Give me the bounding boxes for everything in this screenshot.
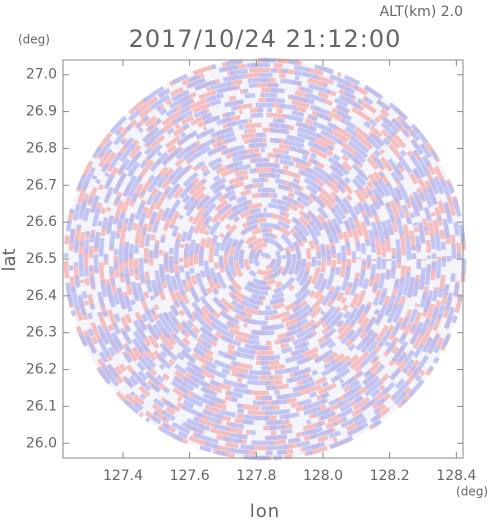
radar-ring [128,122,402,396]
y-tick-label: 26.4 [26,288,57,304]
x-tick-label: 128.2 [370,468,410,484]
radar-ring [228,222,302,296]
radar-ring [93,87,437,431]
radar-ring [93,87,437,431]
radar-ring [123,117,407,401]
radar-ring [198,192,332,326]
radar-ring [168,162,362,356]
radar-ring [98,92,432,426]
chart-title: 2017/10/24 21:12:00 [129,25,402,53]
y-tick-label: 26.0 [26,435,57,451]
radar-ring [138,132,392,386]
altitude-annotation: ALT(km) 2.0 [380,4,463,20]
x-unit: (deg) [456,485,488,499]
y-unit: (deg) [18,33,50,47]
radar-ring [213,207,317,311]
radar-ring [133,127,397,391]
radar-ring [188,182,342,336]
radar-ring [88,82,442,436]
radar-ring [233,227,297,291]
radar-ring [153,147,377,371]
x-axis-label: lon [250,501,280,521]
radar-ring [218,212,312,306]
radar-ring [73,67,457,451]
y-tick-label: 26.1 [26,398,57,414]
y-tick-label: 26.3 [26,325,57,341]
radar-ring [243,237,287,281]
radar-ring [203,197,327,321]
y-tick-label: 26.8 [26,140,57,156]
y-tick-label: 26.6 [26,214,57,230]
y-tick-label: 26.5 [26,251,57,267]
radar-ring [73,67,457,451]
radar-ring [238,232,292,286]
radar-disc [65,59,465,459]
radar-ring [178,172,352,346]
radar-ring [258,252,272,266]
radar-ring [158,152,372,366]
y-tick-label: 26.2 [26,362,57,378]
radar-ring [108,102,422,416]
radar-ring [208,202,322,316]
radar-ring [108,102,422,416]
x-tick-label: 127.8 [236,468,276,484]
radar-ring [83,77,447,441]
y-tick-label: 26.9 [26,104,57,120]
y-tick-label: 27.0 [26,67,57,83]
radar-ring [208,202,322,316]
radar-ring [78,72,452,446]
radar-ring [113,107,417,411]
x-tick-label: 127.4 [103,468,143,484]
radar-ring [193,187,337,331]
y-tick-label: 26.7 [26,177,57,193]
radar-ring [248,242,282,276]
radar-field [63,57,467,461]
radar-ring [223,217,307,301]
radar-ring [258,252,272,266]
radar-ring [143,137,387,381]
radar-ring [163,157,367,361]
x-tick-label: 128.0 [303,468,343,484]
radar-ring [253,247,277,271]
radar-ring [118,112,412,406]
radar-ring [103,97,427,421]
x-tick-label: 128.4 [436,468,476,484]
radar-ring [153,147,377,371]
radar-ring [253,247,277,271]
x-tick-label: 127.6 [170,468,210,484]
radar-ring [148,142,382,376]
radar-ring [183,177,347,341]
radar-ring [173,167,357,351]
y-axis-label: lat [0,248,20,271]
